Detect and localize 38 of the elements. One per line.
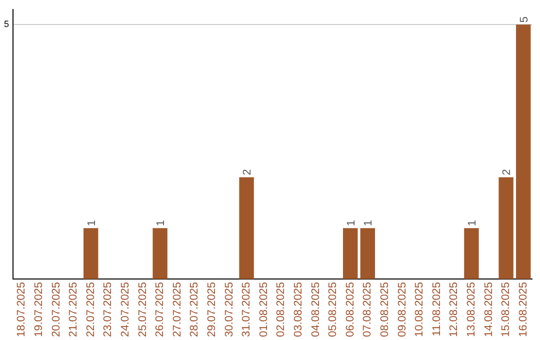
x-tick-label: 22.07.2025 — [84, 282, 97, 338]
x-tick-label: 11.08.2025 — [430, 282, 443, 336]
data-label: 1 — [86, 220, 98, 226]
x-tick-label: 27.07.2025 — [171, 282, 184, 338]
x-tick-label: 21.07.2025 — [68, 282, 80, 338]
x-tick-label: 23.07.2025 — [102, 282, 114, 338]
data-label: 2 — [242, 169, 254, 176]
x-tick-label: 03.08.2025 — [292, 282, 304, 338]
x-tick-label: 16.08.2025 — [517, 282, 530, 338]
x-tick-label: 29.07.2025 — [206, 282, 218, 338]
x-tick-label: 19.07.2025 — [32, 282, 45, 338]
x-tick-label: 24.07.2025 — [119, 282, 132, 338]
data-label: 1 — [155, 220, 168, 226]
x-tick-label: 02.08.2025 — [275, 282, 288, 338]
x-tick-label: 10.08.2025 — [414, 282, 426, 338]
data-label: 1 — [362, 220, 375, 226]
x-tick-label: 28.07.2025 — [188, 282, 201, 338]
x-tick-label: 01.08.2025 — [258, 282, 270, 338]
x-tick-label: 26.07.2025 — [154, 282, 166, 338]
x-tick-label: 06.08.2025 — [344, 282, 356, 338]
x-tick-label: 25.07.2025 — [136, 282, 149, 338]
x-tick-label: 04.08.2025 — [310, 282, 322, 338]
x-tick-label: 20.07.2025 — [50, 282, 62, 338]
x-tick-label: 31.07.2025 — [240, 282, 253, 338]
x-tick-label: 18.07.2025 — [16, 282, 28, 338]
x-tick-label: 12.08.2025 — [448, 282, 460, 338]
x-tick-label: 05.08.2025 — [327, 282, 340, 338]
x-tick-label: 08.08.2025 — [378, 282, 391, 338]
data-label: 1 — [345, 220, 358, 226]
x-tick-label: 30.07.2025 — [223, 282, 236, 338]
x-tick-label: 15.08.2025 — [500, 282, 512, 338]
data-label: 2 — [501, 169, 514, 176]
x-tick-label: 13.08.2025 — [465, 282, 478, 338]
data-label: 1 — [466, 220, 478, 226]
x-tick-label: 09.08.2025 — [396, 282, 408, 338]
x-tick-label: 14.08.2025 — [482, 282, 495, 338]
data-label: 5 — [518, 16, 530, 23]
x-tick-label: 07.08.2025 — [362, 282, 374, 338]
